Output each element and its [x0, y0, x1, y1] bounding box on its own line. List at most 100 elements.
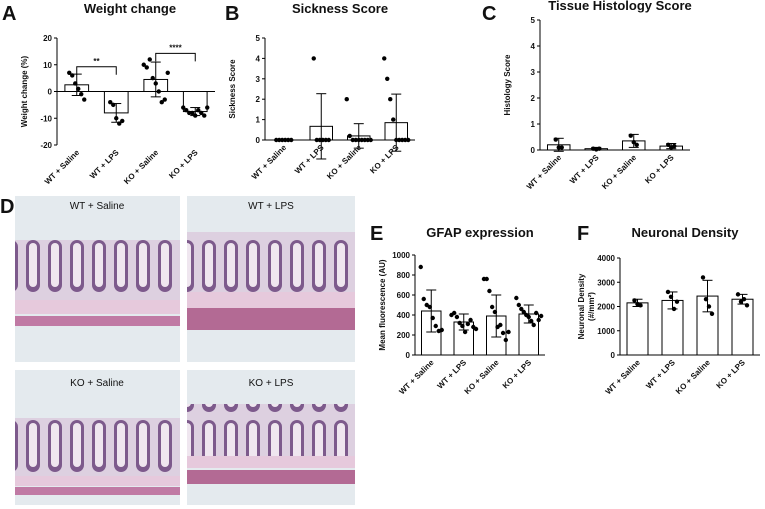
data-point — [144, 65, 149, 70]
y-tick-label: 2000 — [597, 303, 615, 312]
data-point — [418, 264, 423, 270]
chart-panel: E GFAP expression Mean fluorescence (AU) 0 2… — [370, 223, 545, 396]
y-tick-label: 1000 — [597, 327, 615, 336]
data-point — [427, 304, 432, 310]
data-point — [385, 76, 390, 82]
y-axis-label: Sickness Score — [228, 59, 237, 119]
data-point — [666, 142, 671, 147]
data-point — [79, 91, 84, 97]
bar — [626, 302, 649, 356]
y-tick-label: 2 — [531, 94, 536, 103]
data-point — [344, 97, 349, 102]
data-point — [514, 295, 519, 301]
y-tick-label: -20 — [40, 141, 52, 150]
image-label: KO + LPS — [249, 378, 294, 389]
x-tick-label: KO + Saline — [674, 358, 712, 396]
data-point — [516, 302, 522, 308]
y-axis-label: Histology Score — [503, 54, 512, 115]
bar — [731, 298, 754, 356]
data-point — [202, 113, 207, 118]
chart-title: GFAP expression — [426, 225, 533, 240]
x-tick-label: KO + LPS — [167, 148, 200, 181]
data-point — [709, 311, 715, 316]
data-point — [73, 81, 78, 86]
significance-bracket — [155, 52, 196, 62]
data-point — [672, 143, 677, 149]
x-tick-label: KO + Saline — [463, 358, 501, 396]
y-tick-label: -10 — [40, 114, 52, 123]
data-point — [114, 116, 119, 121]
x-tick-label: WT + LPS — [436, 358, 469, 391]
data-point — [162, 97, 167, 102]
y-tick-label: 600 — [397, 291, 411, 300]
data-point — [70, 73, 75, 78]
data-point — [430, 315, 435, 321]
data-point — [531, 322, 536, 328]
data-point — [457, 320, 462, 326]
chart-title: Sickness Score — [292, 1, 388, 16]
data-point — [638, 303, 643, 308]
data-point — [153, 81, 158, 86]
data-point — [519, 306, 524, 312]
y-axis-label: Weight change (%) — [20, 55, 29, 127]
y-tick-label: 3 — [531, 68, 536, 77]
y-axis-unit: (#/mm²) — [587, 292, 596, 321]
chart-title: Weight change — [84, 1, 176, 16]
data-point — [484, 276, 489, 282]
data-point — [289, 137, 294, 143]
data-point — [503, 337, 509, 343]
histology-image: KO + LPS — [187, 370, 355, 505]
data-point — [465, 321, 471, 327]
y-tick-label: 200 — [397, 331, 411, 340]
data-point — [735, 292, 741, 297]
y-tick-label: 4 — [256, 54, 261, 63]
data-point — [311, 56, 316, 61]
x-tick-label: KO + LPS — [643, 153, 676, 186]
x-tick-label: WT + Saline — [604, 358, 643, 397]
data-point — [521, 309, 526, 315]
panel-letter: C — [482, 3, 496, 25]
data-point — [406, 137, 411, 143]
data-point — [628, 133, 633, 138]
data-point — [462, 329, 468, 335]
data-point — [671, 306, 677, 312]
image-label: KO + Saline — [70, 378, 124, 389]
data-point — [536, 317, 541, 323]
data-point — [326, 137, 331, 143]
data-point — [468, 317, 473, 323]
y-tick-label: 0 — [256, 136, 261, 145]
x-tick-label: KO + Saline — [600, 153, 638, 191]
y-axis-label: Mean fluorescence (AU) — [378, 259, 387, 350]
data-point — [159, 100, 164, 105]
x-tick-label: KO + Saline — [325, 143, 363, 181]
significance-label: ** — [93, 57, 100, 66]
image-label: WT + Saline — [70, 201, 125, 212]
data-point — [193, 113, 198, 118]
histology-image: WT + LPS — [187, 196, 355, 362]
data-point — [150, 75, 155, 81]
x-tick-label: KO + Saline — [122, 148, 160, 186]
data-point — [492, 309, 498, 315]
histology-image: WT + Saline — [15, 196, 180, 362]
data-point — [489, 304, 495, 310]
data-point — [433, 323, 438, 329]
y-tick-label: 400 — [397, 311, 411, 320]
y-tick-label: 5 — [531, 16, 536, 25]
data-point — [460, 323, 465, 329]
data-point — [76, 86, 81, 92]
data-point — [498, 322, 503, 328]
x-tick-label: WT + LPS — [568, 153, 601, 186]
panel-letter: E — [370, 223, 383, 245]
y-tick-label: 0 — [531, 146, 536, 155]
y-tick-label: 3 — [256, 75, 261, 84]
y-tick-label: 1000 — [392, 251, 410, 260]
data-point — [165, 70, 170, 75]
x-tick-label: WT + Saline — [43, 148, 82, 187]
y-tick-label: 0 — [611, 351, 616, 360]
y-tick-label: 2 — [256, 95, 261, 104]
data-point — [388, 97, 393, 102]
y-tick-label: 3000 — [597, 278, 615, 287]
data-point — [738, 299, 744, 304]
data-point — [117, 121, 122, 126]
panel-letter: F — [577, 223, 589, 245]
